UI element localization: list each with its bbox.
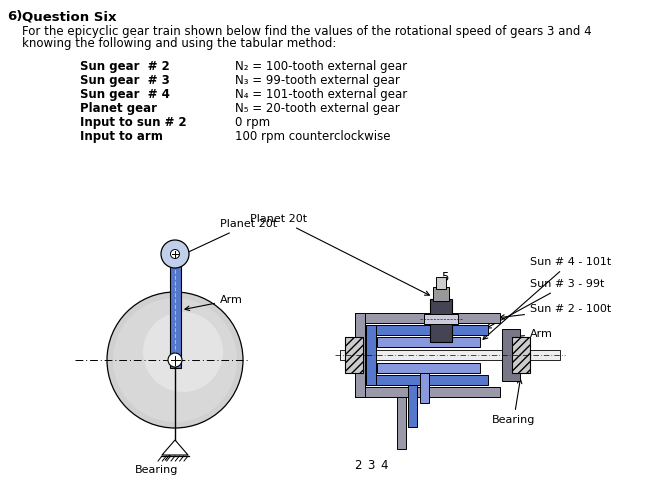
Bar (430, 299, 452, 342)
Text: Planet 20t: Planet 20t (250, 214, 430, 295)
Bar (170, 252, 181, 368)
Bar (436, 277, 446, 289)
Text: 4: 4 (381, 459, 388, 472)
Text: N₂ = 100-tooth external gear: N₂ = 100-tooth external gear (235, 60, 407, 73)
Bar (512, 337, 530, 373)
Text: 5: 5 (441, 271, 449, 284)
Circle shape (168, 353, 182, 367)
Text: Arm: Arm (515, 329, 553, 339)
Bar (366, 325, 488, 335)
Bar (502, 329, 520, 381)
Text: Sun gear  # 4: Sun gear # 4 (80, 88, 170, 101)
Text: Planet gear: Planet gear (80, 102, 157, 115)
Bar (355, 387, 500, 397)
Text: Planet 20t: Planet 20t (171, 219, 277, 260)
Text: Sun gear  # 2: Sun gear # 2 (80, 60, 170, 73)
Text: Bearing: Bearing (492, 379, 535, 425)
Text: N₅ = 20-tooth external gear: N₅ = 20-tooth external gear (235, 102, 400, 115)
Bar (424, 314, 458, 324)
Bar (433, 287, 449, 301)
Bar (397, 397, 406, 449)
Text: Sun # 3 - 99t: Sun # 3 - 99t (487, 279, 605, 328)
Bar (355, 313, 500, 323)
Text: N₃ = 99-tooth external gear: N₃ = 99-tooth external gear (235, 74, 400, 87)
Text: Arm: Arm (185, 295, 243, 310)
Text: 3: 3 (367, 459, 375, 472)
Text: N₄ = 101-tooth external gear: N₄ = 101-tooth external gear (235, 88, 407, 101)
Bar (345, 337, 363, 373)
Text: Input to arm: Input to arm (80, 130, 163, 143)
Bar (340, 350, 560, 360)
Text: 0 rpm: 0 rpm (235, 116, 270, 129)
Bar (408, 385, 417, 427)
Text: knowing the following and using the tabular method:: knowing the following and using the tabu… (22, 37, 337, 50)
Text: For the epicyclic gear train shown below find the values of the rotational speed: For the epicyclic gear train shown below… (22, 25, 591, 38)
Text: 100 rpm counterclockwise: 100 rpm counterclockwise (235, 130, 390, 143)
Text: Sun # 4 - 101t: Sun # 4 - 101t (483, 257, 611, 339)
Bar (377, 337, 480, 347)
Bar (366, 325, 376, 385)
Text: Sun # 2 - 100t: Sun # 2 - 100t (500, 304, 611, 319)
Polygon shape (162, 440, 188, 455)
Text: Bearing: Bearing (135, 446, 178, 475)
Circle shape (107, 292, 243, 428)
Circle shape (113, 298, 237, 422)
Text: Sun gear  # 3: Sun gear # 3 (80, 74, 170, 87)
Text: Input to sun # 2: Input to sun # 2 (80, 116, 187, 129)
Bar (377, 363, 480, 373)
Circle shape (170, 249, 179, 258)
Bar (355, 313, 365, 397)
Text: 2: 2 (354, 459, 362, 472)
Text: Question Six: Question Six (22, 10, 117, 23)
Circle shape (161, 240, 189, 268)
Text: 6): 6) (7, 10, 22, 23)
Bar (420, 373, 429, 403)
Circle shape (143, 312, 223, 392)
Bar (366, 375, 488, 385)
